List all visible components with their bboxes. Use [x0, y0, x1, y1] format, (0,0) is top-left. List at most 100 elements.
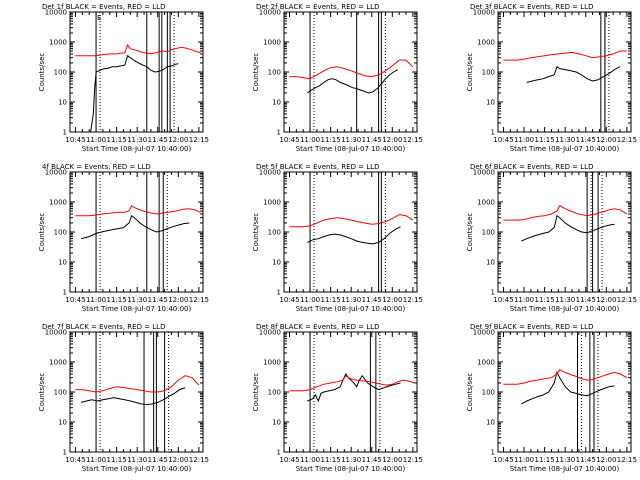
x-tick-label: 12:15 — [403, 456, 423, 464]
x-tick-label: 12:00 — [382, 136, 402, 144]
panel-2: Det 2f BLACK = Events, RED = LLD 1 10 100 10… — [252, 3, 423, 153]
y-tick-label: 10000 — [259, 9, 281, 17]
x-tick-label: 11:30 — [555, 296, 575, 304]
x-tick-label: 12:00 — [596, 296, 616, 304]
x-tick-label: 11:15 — [535, 296, 555, 304]
y-tick-label: 100 — [482, 69, 495, 77]
x-tick-label: 11:30 — [127, 456, 147, 464]
x-axis-label: Start Time (08-Jul-07 10:40:00) — [510, 465, 620, 473]
y-tick-label: 1 — [277, 449, 281, 457]
x-tick-label: 12:15 — [617, 456, 637, 464]
x-tick-label: 10:45 — [65, 296, 85, 304]
y-tick-label: 100 — [482, 229, 495, 237]
y-tick-label: 100 — [54, 69, 67, 77]
x-tick-label: 12:15 — [189, 456, 209, 464]
plot-frame — [283, 171, 418, 293]
y-tick-label: 1000 — [477, 39, 495, 47]
panel-title: Det 3f BLACK = Events, RED = LLD — [470, 3, 593, 11]
y-tick-label: 10000 — [473, 9, 495, 17]
lld-series-line — [503, 369, 628, 385]
y-tick-label: 10000 — [259, 169, 281, 177]
x-tick-label: 12:15 — [189, 296, 209, 304]
x-tick-label: 10:45 — [65, 456, 85, 464]
y-axis-label: Counts/sec — [38, 373, 46, 412]
panel-7: Det 7f BLACK = Events, RED = LLD 1 10 100 10… — [38, 323, 209, 473]
panel-title: Det 2f BLACK = Events, RED = LLD — [256, 3, 379, 11]
panel-1: Det 1f BLACK = Events, RED = LLD E 1 10 100 1… — [38, 3, 209, 153]
x-tick-label: 11:00 — [300, 296, 320, 304]
x-axis-label: Start Time (08-Jul-07 10:40:00) — [82, 305, 192, 313]
x-axis-label: Start Time (08-Jul-07 10:40:00) — [510, 145, 620, 153]
y-tick-label: 1000 — [49, 39, 67, 47]
y-axis-label: Counts/sec — [466, 373, 474, 412]
y-axis-label: Counts/sec — [466, 53, 474, 92]
lld-series-line — [75, 43, 201, 57]
y-tick-label: 10 — [486, 99, 495, 107]
plot-frame — [283, 331, 418, 453]
y-tick-label: 1 — [491, 289, 495, 297]
x-tick-label: 10:45 — [493, 136, 513, 144]
y-tick-label: 1000 — [49, 359, 67, 367]
x-tick-label: 12:00 — [596, 136, 616, 144]
x-tick-label: 11:30 — [341, 136, 361, 144]
x-tick-label: 11:00 — [86, 136, 106, 144]
y-axis-label: Counts/sec — [466, 213, 474, 252]
events-series-line — [80, 387, 186, 406]
lld-series-line — [503, 50, 627, 61]
x-tick-label: 11:15 — [321, 456, 341, 464]
x-tick-label: 12:00 — [596, 456, 616, 464]
y-tick-label: 10000 — [45, 329, 67, 337]
x-tick-label: 11:00 — [86, 456, 106, 464]
plot-frame — [69, 171, 204, 293]
lld-series-line — [289, 374, 415, 392]
x-tick-label: 11:00 — [300, 136, 320, 144]
panel-3: Det 3f BLACK = Events, RED = LLD 1 10 100 10… — [466, 3, 637, 153]
y-tick-label: 1000 — [263, 359, 281, 367]
x-tick-label: 11:45 — [576, 456, 596, 464]
x-tick-label: 10:45 — [279, 456, 299, 464]
y-tick-label: 1 — [63, 289, 67, 297]
x-tick-label: 10:45 — [279, 296, 299, 304]
y-tick-label: 10 — [486, 419, 495, 427]
x-tick-label: 11:15 — [107, 296, 127, 304]
y-tick-label: 100 — [268, 389, 281, 397]
y-tick-label: 1000 — [263, 199, 281, 207]
panel-8: Det 8f BLACK = Events, RED = LLD 1 10 100 10… — [252, 323, 423, 473]
plot-frame — [69, 11, 204, 133]
x-tick-label: 11:15 — [535, 136, 555, 144]
x-axis-label: Start Time (08-Jul-07 10:40:00) — [82, 465, 192, 473]
x-tick-label: 10:45 — [493, 296, 513, 304]
plot-frame — [497, 171, 632, 293]
x-axis-label: Start Time (08-Jul-07 10:40:00) — [296, 145, 406, 153]
x-tick-label: 11:15 — [107, 456, 127, 464]
panel-title: Det 6f BLACK = Events, RED = LLD — [470, 163, 593, 171]
y-tick-label: 10 — [272, 419, 281, 427]
x-axis-label: Start Time (08-Jul-07 10:40:00) — [510, 305, 620, 313]
x-tick-label: 12:15 — [403, 136, 423, 144]
plot-frame — [69, 331, 204, 453]
y-tick-label: 1 — [491, 449, 495, 457]
y-tick-label: 1000 — [477, 199, 495, 207]
y-axis-label: Counts/sec — [38, 53, 46, 92]
lld-series-line — [503, 205, 628, 221]
x-tick-label: 12:15 — [189, 136, 209, 144]
lld-series-line — [75, 204, 201, 217]
panel-9: Det 9f BLACK = Events, RED = LLD 1 10 100 10… — [466, 323, 637, 473]
x-tick-label: 12:00 — [168, 456, 188, 464]
x-tick-label: 11:00 — [300, 456, 320, 464]
x-tick-label: 11:15 — [321, 296, 341, 304]
y-tick-label: 10 — [58, 419, 67, 427]
x-tick-label: 11:30 — [341, 296, 361, 304]
x-tick-label: 11:15 — [535, 456, 555, 464]
x-tick-label: 12:00 — [382, 296, 402, 304]
x-tick-label: 10:45 — [493, 456, 513, 464]
x-tick-label: 11:00 — [514, 296, 534, 304]
x-tick-label: 11:45 — [148, 296, 168, 304]
x-tick-label: 12:00 — [168, 296, 188, 304]
events-series-line — [521, 214, 615, 242]
x-tick-label: 11:00 — [86, 296, 106, 304]
panel-title: Det 5f BLACK = Events, RED = LLD — [256, 163, 379, 171]
y-tick-label: 10 — [272, 99, 281, 107]
time-marker-label: E — [97, 14, 101, 22]
